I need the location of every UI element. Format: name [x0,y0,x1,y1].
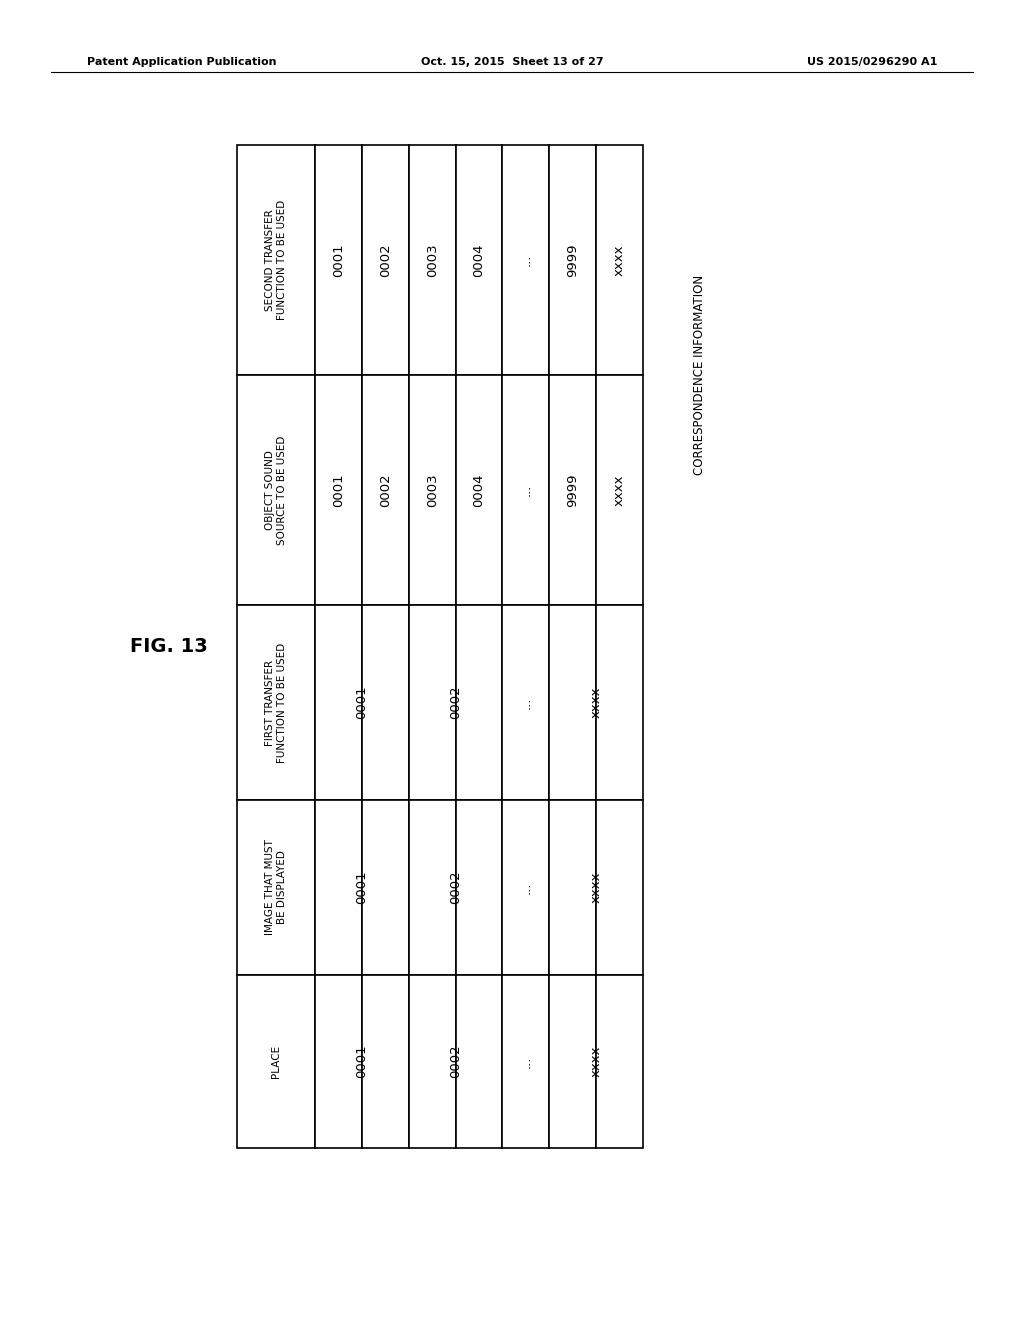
Text: ...: ... [519,1055,532,1068]
Text: 0001: 0001 [332,243,345,277]
Text: SECOND TRANSFER
FUNCTION TO BE USED: SECOND TRANSFER FUNCTION TO BE USED [265,199,287,321]
Bar [456,605,503,800]
Bar [549,605,596,800]
Text: xxxx: xxxx [613,474,626,506]
Text: 0001: 0001 [355,1044,369,1078]
Text: 0004: 0004 [472,243,485,277]
Text: ...: ... [519,253,532,267]
Bar [237,605,315,800]
Text: 9999: 9999 [566,474,580,507]
Text: 0001: 0001 [355,685,369,719]
Bar [409,605,456,800]
Bar [456,800,503,975]
Text: ...: ... [519,882,532,894]
Bar [503,975,549,1148]
Bar [315,800,361,975]
Text: 0002: 0002 [379,473,392,507]
Bar [503,605,549,800]
Text: ...: ... [519,697,532,709]
Text: CORRESPONDENCE INFORMATION: CORRESPONDENCE INFORMATION [693,275,706,475]
Text: 0003: 0003 [426,243,438,277]
Bar [361,145,409,375]
Bar [361,975,409,1148]
Text: 0004: 0004 [472,474,485,507]
Bar [315,145,361,375]
Bar [409,975,456,1148]
Bar [596,145,643,375]
Bar [409,375,456,605]
Text: Oct. 15, 2015  Sheet 13 of 27: Oct. 15, 2015 Sheet 13 of 27 [421,57,603,67]
Text: xxxx: xxxx [590,1045,603,1077]
Bar [237,975,315,1148]
Bar [596,375,643,605]
Text: 0001: 0001 [355,871,369,904]
Text: OBJECT SOUND
SOURCE TO BE USED: OBJECT SOUND SOURCE TO BE USED [265,436,287,545]
Bar [315,605,361,800]
Bar [456,375,503,605]
Bar [361,375,409,605]
Text: 0002: 0002 [450,871,462,904]
Bar [315,375,361,605]
Bar [237,800,315,975]
Text: 0003: 0003 [426,473,438,507]
Text: xxxx: xxxx [590,686,603,718]
Bar [456,975,503,1148]
Bar [361,605,409,800]
Text: 9999: 9999 [566,243,580,277]
Text: Patent Application Publication: Patent Application Publication [87,57,276,67]
Bar [361,800,409,975]
Bar [596,975,643,1148]
Bar [549,975,596,1148]
Bar [596,605,643,800]
Bar [409,145,456,375]
Text: 0002: 0002 [450,685,462,719]
Text: IMAGE THAT MUST
BE DISPLAYED: IMAGE THAT MUST BE DISPLAYED [265,840,287,936]
Text: ...: ... [519,484,532,496]
Text: US 2015/0296290 A1: US 2015/0296290 A1 [807,57,937,67]
Text: FIRST TRANSFER
FUNCTION TO BE USED: FIRST TRANSFER FUNCTION TO BE USED [265,643,287,763]
Bar [409,800,456,975]
Bar [237,145,315,375]
Bar [549,145,596,375]
Text: xxxx: xxxx [613,244,626,276]
Bar [503,145,549,375]
Bar [315,975,361,1148]
Bar [549,375,596,605]
Bar [549,800,596,975]
Text: 0001: 0001 [332,473,345,507]
Text: xxxx: xxxx [590,871,603,903]
Bar [456,145,503,375]
Bar [503,800,549,975]
Bar [237,375,315,605]
Text: FIG. 13: FIG. 13 [130,638,208,656]
Bar [596,800,643,975]
Bar [503,375,549,605]
Text: 0002: 0002 [450,1044,462,1078]
Text: PLACE: PLACE [271,1045,281,1078]
Text: 0002: 0002 [379,243,392,277]
